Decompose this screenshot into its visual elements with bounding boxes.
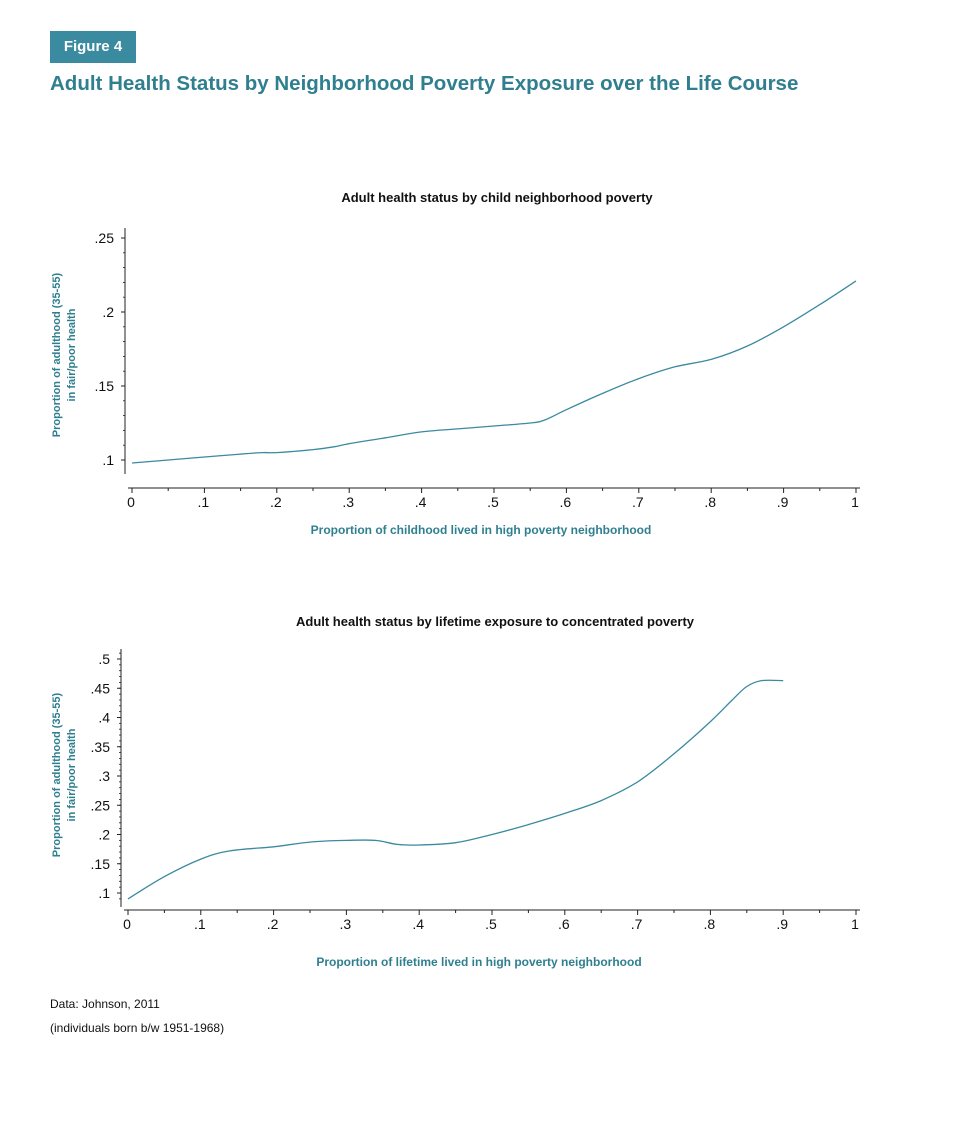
chart-title: Adult health status by child neighborhoo… xyxy=(341,190,653,205)
x-tick-label: .1 xyxy=(194,916,206,932)
x-tick-label: .7 xyxy=(632,494,644,510)
y-tick-label: .5 xyxy=(98,651,110,667)
y-tick-label: .2 xyxy=(98,827,110,843)
x-tick-label: 0 xyxy=(127,494,135,510)
y-axis-label: Proportion of adulthood (35-55) xyxy=(51,272,63,437)
y-tick-label: .1 xyxy=(102,452,114,468)
page-title: Adult Health Status by Neighborhood Pove… xyxy=(50,72,799,95)
x-tick-label: .8 xyxy=(704,916,716,932)
x-tick-label: 0 xyxy=(123,916,131,932)
series-line xyxy=(131,280,857,464)
x-tick-label: .2 xyxy=(267,916,279,932)
x-tick-label: .6 xyxy=(558,916,570,932)
y-tick-label: .4 xyxy=(98,710,110,726)
cohort-note: (individuals born b/w 1951-1968) xyxy=(50,1021,225,1035)
x-tick-label: .5 xyxy=(485,916,497,932)
x-tick-label: .6 xyxy=(560,494,572,510)
y-tick-label: .3 xyxy=(98,768,110,784)
chart-lifetime-poverty: Adult health status by lifetime exposure… xyxy=(51,614,860,969)
x-tick-label: .9 xyxy=(776,916,788,932)
series-line xyxy=(127,679,784,900)
data-source-note: Data: Johnson, 2011 xyxy=(50,997,160,1011)
x-tick-label: 1 xyxy=(851,916,859,932)
x-tick-label: .8 xyxy=(704,494,716,510)
x-tick-label: .5 xyxy=(487,494,499,510)
x-axis-label: Proportion of lifetime lived in high pov… xyxy=(316,955,641,969)
y-tick-label: .2 xyxy=(102,304,114,320)
y-tick-label: .25 xyxy=(91,797,111,813)
x-axis-label: Proportion of childhood lived in high po… xyxy=(311,523,652,537)
figure-badge: Figure 4 xyxy=(50,31,136,63)
x-tick-label: .3 xyxy=(340,916,352,932)
y-tick-label: .45 xyxy=(91,680,111,696)
x-tick-label: .7 xyxy=(631,916,643,932)
y-tick-label: .35 xyxy=(91,739,111,755)
x-tick-label: .9 xyxy=(777,494,789,510)
y-tick-label: .15 xyxy=(95,378,115,394)
x-tick-label: .4 xyxy=(415,494,427,510)
y-axis-label-line2: in fair/poor health xyxy=(66,728,78,821)
y-tick-label: .25 xyxy=(95,230,115,246)
y-tick-label: .15 xyxy=(91,856,111,872)
y-axis-label-line2: in fair/poor health xyxy=(66,308,78,401)
y-tick-label: .1 xyxy=(98,885,110,901)
x-tick-label: .1 xyxy=(198,494,210,510)
chart-child-poverty: Adult health status by child neighborhoo… xyxy=(51,190,860,537)
x-tick-label: 1 xyxy=(851,494,859,510)
x-tick-label: .3 xyxy=(342,494,354,510)
y-axis-label: Proportion of adulthood (35-55) xyxy=(51,692,63,857)
x-tick-label: .4 xyxy=(412,916,424,932)
chart-title: Adult health status by lifetime exposure… xyxy=(296,614,695,629)
x-tick-label: .2 xyxy=(270,494,282,510)
